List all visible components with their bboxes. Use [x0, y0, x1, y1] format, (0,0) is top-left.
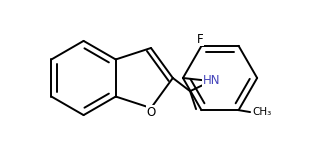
Text: CH₃: CH₃ [252, 107, 271, 117]
Text: HN: HN [202, 74, 220, 87]
Text: F: F [197, 33, 204, 46]
Text: O: O [146, 106, 156, 119]
